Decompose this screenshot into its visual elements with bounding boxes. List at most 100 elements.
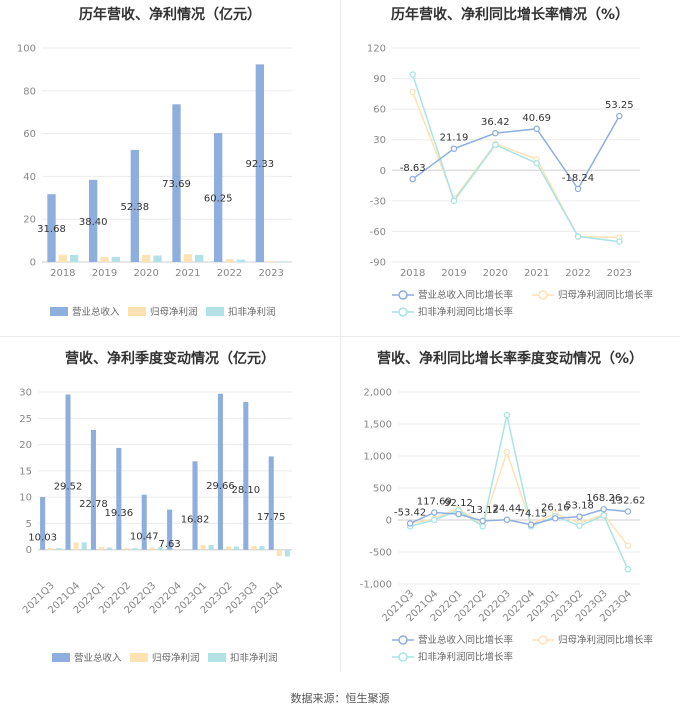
bar: [124, 548, 130, 550]
legend-swatch: [130, 653, 148, 662]
data-label: 19.36: [104, 508, 133, 519]
bar: [40, 496, 46, 550]
data-label: 53.25: [605, 100, 634, 111]
x-tick-label: 2021: [175, 268, 200, 279]
data-point: [503, 411, 511, 419]
bar: [141, 494, 147, 550]
bar: [251, 546, 257, 550]
legend-label: 营业总收入: [72, 306, 120, 318]
y-tick-label: -30: [370, 196, 386, 207]
bar: [73, 542, 79, 550]
chart-title: 营收、净利季度变动情况（亿元）: [65, 351, 275, 367]
data-point: [600, 512, 607, 519]
legend-label: 扣非净利润同比增长率: [418, 306, 514, 318]
data-label: 29.66: [206, 481, 235, 492]
bar: [98, 547, 105, 550]
data-label: 132.62: [610, 496, 645, 507]
y-tick-label: 15: [19, 466, 32, 477]
bar: [48, 548, 54, 550]
legend-swatch: [128, 307, 146, 316]
data-point: [479, 517, 486, 525]
data-point: [503, 448, 511, 456]
data-label: 10.47: [130, 531, 159, 542]
data-point: [616, 238, 623, 245]
bar: [236, 259, 245, 262]
data-point: [624, 508, 632, 515]
data-point: [409, 175, 416, 183]
data-point: [431, 516, 438, 524]
bar: [47, 194, 56, 262]
y-tick-label: -90: [370, 258, 386, 269]
legend-marker: [398, 652, 408, 662]
y-tick-label: 20: [23, 215, 36, 226]
data-label: 24.44: [493, 504, 522, 515]
legend-label: 归母净利润: [150, 306, 198, 318]
horizontal-divider: [0, 336, 680, 337]
y-tick-label: 2,000: [363, 388, 392, 399]
bar: [234, 546, 240, 550]
legend-swatch: [208, 653, 226, 662]
legend-marker: [398, 307, 408, 317]
x-tick-label: 2018: [50, 268, 75, 279]
y-tick-label: 40: [23, 172, 36, 183]
y-tick-label: 5: [26, 519, 32, 530]
x-tick-label: 2022: [217, 268, 242, 279]
bar: [208, 544, 214, 550]
bar: [90, 429, 96, 550]
chart-title: 营收、净利同比增长率季度变动情况（%）: [376, 351, 644, 367]
legend-label: 归母净利润: [152, 652, 200, 664]
data-label: 10.03: [28, 532, 57, 543]
y-tick-label: 30: [19, 388, 32, 399]
data-point: [409, 71, 416, 78]
bar: [278, 261, 287, 262]
data-point: [409, 88, 416, 96]
data-label: 38.40: [79, 217, 108, 228]
bar: [132, 548, 138, 550]
bar: [56, 548, 62, 550]
y-tick-label: 1,000: [363, 452, 392, 463]
y-tick-label: 0: [386, 516, 392, 527]
legend-label: 营业总收入同比增长率: [418, 634, 514, 646]
data-point: [527, 521, 535, 528]
chart-svg: -1,000 -500 0 500 1,000 1,500 2,000 -53.42117.6…: [360, 388, 654, 664]
series-line: [412, 115, 620, 191]
y-tick-label: 0: [380, 166, 386, 177]
data-source-note: 数据来源：恒生聚源: [290, 692, 390, 705]
y-tick-label: 100: [17, 44, 36, 55]
x-tick-label: 2019: [92, 268, 117, 279]
bar: [214, 133, 223, 262]
legend-label: 营业总收入同比增长率: [418, 289, 514, 301]
bar: [142, 254, 151, 262]
data-label: 60.25: [204, 194, 233, 205]
y-tick-label: -1,000: [360, 580, 392, 591]
x-tick-label: 2019: [441, 268, 466, 279]
bar: [153, 255, 162, 262]
chart-title: 历年营收、净利同比增长率情况（%）: [390, 7, 630, 23]
data-label: 21.19: [440, 133, 469, 144]
bar: [130, 149, 139, 262]
data-label: 26.16: [541, 502, 570, 513]
y-tick-label: 30: [373, 135, 386, 146]
bar: [65, 394, 71, 550]
data-point: [492, 129, 499, 137]
data-label: 92.33: [246, 159, 275, 170]
chart-quarterly-revenue-profit: 营收、净利季度变动情况（亿元） 0 5 10 15 20 25 30 10.03 29.52 22…: [0, 336, 340, 672]
chart-svg: 0 20 40 60 80 100 31.68 38.40 52.38 73.69 60.25 92.…: [17, 44, 292, 318]
y-tick-label: 120: [367, 44, 386, 55]
data-label: -18.24: [562, 173, 594, 184]
x-tick-label: 2020: [133, 268, 158, 279]
data-label: 73.69: [162, 179, 191, 190]
legend-marker: [398, 290, 408, 300]
data-point: [624, 566, 632, 573]
data-label: 17.75: [257, 512, 286, 523]
data-point: [552, 515, 559, 522]
legend-label: 扣非净利润同比增长率: [418, 651, 514, 663]
bar: [167, 509, 173, 550]
bar: [111, 256, 120, 262]
y-tick-label: 20: [19, 440, 32, 451]
data-point: [450, 145, 458, 152]
y-tick-label: 10: [19, 493, 32, 504]
bar: [259, 546, 265, 550]
data-point: [492, 141, 499, 149]
data-point: [574, 233, 582, 240]
